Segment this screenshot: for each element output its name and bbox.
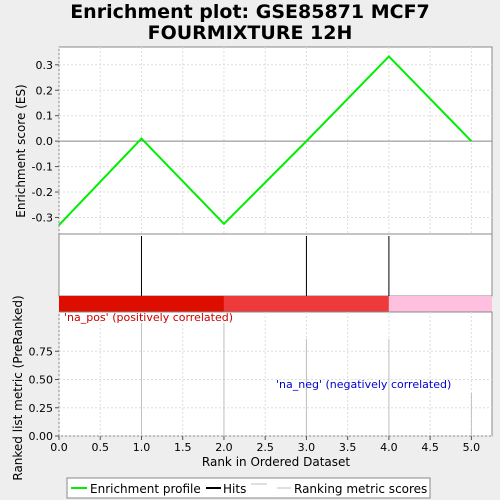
x-tick-label: 4.0 <box>380 441 398 454</box>
x-axis-label: Rank in Ordered Dataset <box>202 455 350 469</box>
metric-grid <box>58 312 492 437</box>
metric-y-tick-label: 0.75 <box>29 345 54 358</box>
metric-panel: 0.00 0.25 0.50 0.75 0.0 0.5 1.0 1.5 2.0 2.5 3.0 3.… <box>11 295 493 481</box>
chart-title: Enrichment plot: GSE85871 MCF7 FOURMIXTU… <box>0 2 500 44</box>
metric-y-tick-label: 0.25 <box>29 402 54 415</box>
es-y-tick-label: 0.3 <box>36 59 54 72</box>
x-tick-label: 3.0 <box>298 441 316 454</box>
es-y-tick-label: 0.2 <box>36 84 54 97</box>
es-y-tick-label: 0.1 <box>36 110 54 123</box>
legend-box <box>66 477 431 499</box>
es-y-tick-label: -0.3 <box>32 211 53 224</box>
hits-lines <box>140 236 390 296</box>
es-y-tick-label: -0.2 <box>32 186 53 199</box>
color-bar-segment <box>388 296 492 312</box>
enrichment-profile-line <box>58 54 473 226</box>
legend: Enrichment profile Hits Ranking metric s… <box>66 477 431 499</box>
metric-y-axis: 0.00 0.25 0.50 0.75 <box>29 345 59 443</box>
x-tick-label: 0.5 <box>91 441 109 454</box>
hits-panel <box>58 233 493 312</box>
metric-y-tick-label: 0.00 <box>29 430 54 443</box>
legend-enrichment-label: Enrichment profile <box>90 482 201 496</box>
legend-metric-label: Ranking metric scores <box>294 482 427 496</box>
metric-plot-area <box>58 311 493 437</box>
color-bar-segment <box>223 296 389 312</box>
x-tick-label: 4.5 <box>421 441 439 454</box>
pos-annotation: 'na_pos' (positively correlated) <box>64 311 233 324</box>
x-tick-label: 1.5 <box>174 441 192 454</box>
x-tick-label: 2.0 <box>215 441 233 454</box>
hits-plot-area <box>58 233 493 297</box>
legend-hits-label: Hits <box>223 482 246 496</box>
x-axis: 0.0 0.5 1.0 1.5 2.0 2.5 3.0 3.5 4.0 4.5 5.0 <box>50 436 480 454</box>
correlation-color-bar <box>59 296 492 312</box>
es-y-tick-label: -0.1 <box>32 161 53 174</box>
es-plot-area <box>58 46 493 235</box>
chart-title-line-1: Enrichment plot: GSE85871 MCF7 <box>70 1 430 23</box>
x-tick-label: 1.0 <box>133 441 151 454</box>
es-panel: 0.3 0.2 0.1 0.0 -0.1 -0.2 -0.3 Enrichment scor… <box>14 46 493 235</box>
x-tick-label: 3.5 <box>339 441 357 454</box>
es-y-tick-label: 0.0 <box>36 135 54 148</box>
es-y-axis: 0.3 0.2 0.1 0.0 -0.1 -0.2 -0.3 <box>32 59 59 224</box>
x-tick-label: 5.0 <box>463 441 481 454</box>
neg-annotation: 'na_neg' (negatively correlated) <box>276 378 451 391</box>
color-bar-segment <box>59 296 224 312</box>
metric-y-tick-label: 0.50 <box>29 374 54 387</box>
chart-title-line-2: FOURMIXTURE 12H <box>147 22 353 44</box>
x-tick-label: 2.5 <box>256 441 274 454</box>
x-tick-label: 0.0 <box>50 441 68 454</box>
ranking-metric-bars <box>140 323 472 436</box>
metric-y-axis-label: Ranked list metric (PreRanked) <box>11 295 25 480</box>
es-y-axis-label: Enrichment score (ES) <box>14 84 28 217</box>
